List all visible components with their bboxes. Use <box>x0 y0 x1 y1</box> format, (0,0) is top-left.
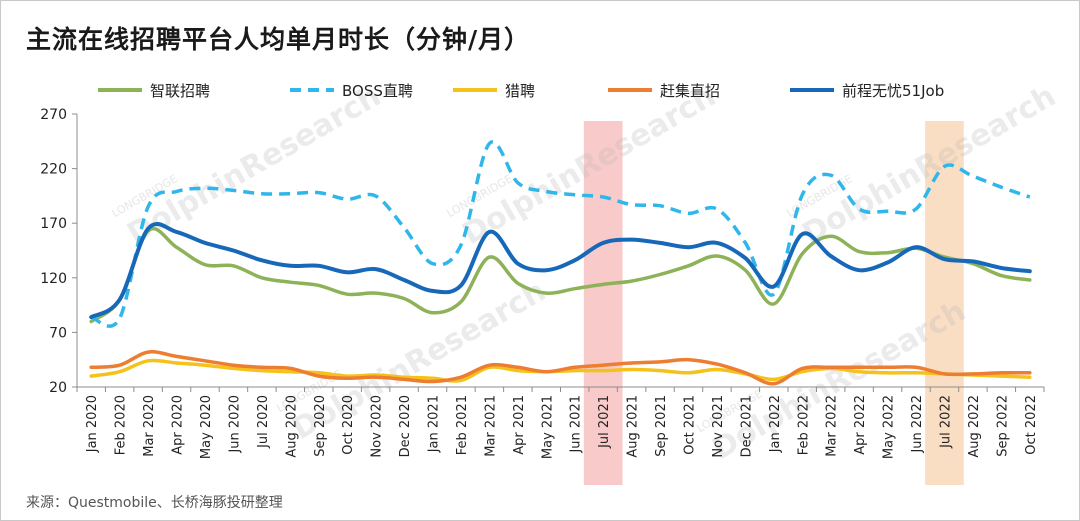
series-lines <box>89 140 1032 386</box>
series-line <box>89 227 1032 324</box>
legend-label: 前程无忧51Job <box>842 82 944 100</box>
x-tick-label: Jan 2021 <box>427 395 442 453</box>
x-tick-label: Oct 2020 <box>341 395 356 455</box>
y-tick-label: 20 <box>49 380 67 396</box>
x-tick-label: Jan 2020 <box>85 395 100 453</box>
x-tick-label: Sep 2022 <box>995 395 1010 457</box>
x-tick-label: Dec 2021 <box>739 395 754 457</box>
x-tick-label: Nov 2021 <box>711 395 726 458</box>
x-tick-label: Apr 2020 <box>171 395 186 455</box>
highlight-band <box>925 121 964 485</box>
y-tick-label: 220 <box>40 162 67 178</box>
x-tick-label: Sep 2021 <box>654 395 669 457</box>
x-tick-label: Jan 2022 <box>768 395 783 453</box>
highlight-bands <box>583 121 964 485</box>
y-tick-label: 70 <box>49 325 67 341</box>
x-tick-label: May 2021 <box>540 395 555 459</box>
x-tick-label: Sep 2020 <box>313 395 328 457</box>
legend: 智联招聘 BOSS直聘 猎聘 赶集直招 前程无忧51Job <box>98 82 944 100</box>
x-tick-label: Jul 2021 <box>597 395 612 449</box>
y-tick-label: 170 <box>40 216 67 232</box>
x-tick-label: Aug 2022 <box>967 395 982 458</box>
x-tick-label: Feb 2022 <box>796 395 811 455</box>
x-tick-label: Feb 2021 <box>455 395 470 455</box>
x-tick-label: Feb 2020 <box>114 395 129 455</box>
highlight-band <box>583 121 623 485</box>
x-tick-label: Jul 2020 <box>256 395 271 449</box>
x-tick-label: Apr 2022 <box>853 395 868 455</box>
x-tick-label: Jun 2021 <box>569 395 584 454</box>
source-note: 来源：Questmobile、长桥海豚投研整理 <box>26 495 283 511</box>
x-tick-label: May 2022 <box>882 395 897 459</box>
legend-label: 猎聘 <box>505 82 535 100</box>
x-tick-label: Apr 2021 <box>512 395 527 455</box>
x-tick-label: Mar 2020 <box>142 395 157 457</box>
y-tick-label: 120 <box>40 271 67 287</box>
series-line <box>89 350 1032 386</box>
legend-label: BOSS直聘 <box>342 82 413 100</box>
x-tick-label: Aug 2020 <box>284 395 299 458</box>
series-line <box>90 140 1031 328</box>
axes: 20 70 120 170 220 270 Jan 2020 Feb 2020 Mar 2020… <box>40 107 1045 459</box>
x-tick-label: Nov 2020 <box>370 395 385 458</box>
x-tick-label: Mar 2022 <box>825 395 840 457</box>
x-tick-label: Aug 2021 <box>626 395 641 458</box>
x-tick-label: Dec 2020 <box>398 395 413 457</box>
x-tick-label: Mar 2021 <box>483 395 498 457</box>
x-tick-label: Jun 2022 <box>910 395 925 454</box>
x-tick-label: Oct 2021 <box>682 395 697 455</box>
legend-label: 赶集直招 <box>660 82 720 100</box>
chart-title: 主流在线招聘平台人均单月时长（分钟/月） <box>26 25 531 54</box>
series-line <box>89 222 1032 320</box>
x-tick-label: Jul 2022 <box>938 395 953 449</box>
x-tick-label: May 2020 <box>199 395 214 459</box>
x-tick-label: Jun 2020 <box>227 395 242 454</box>
y-tick-label: 270 <box>40 107 67 123</box>
x-tick-label: Oct 2022 <box>1024 395 1039 455</box>
legend-label: 智联招聘 <box>150 82 210 100</box>
